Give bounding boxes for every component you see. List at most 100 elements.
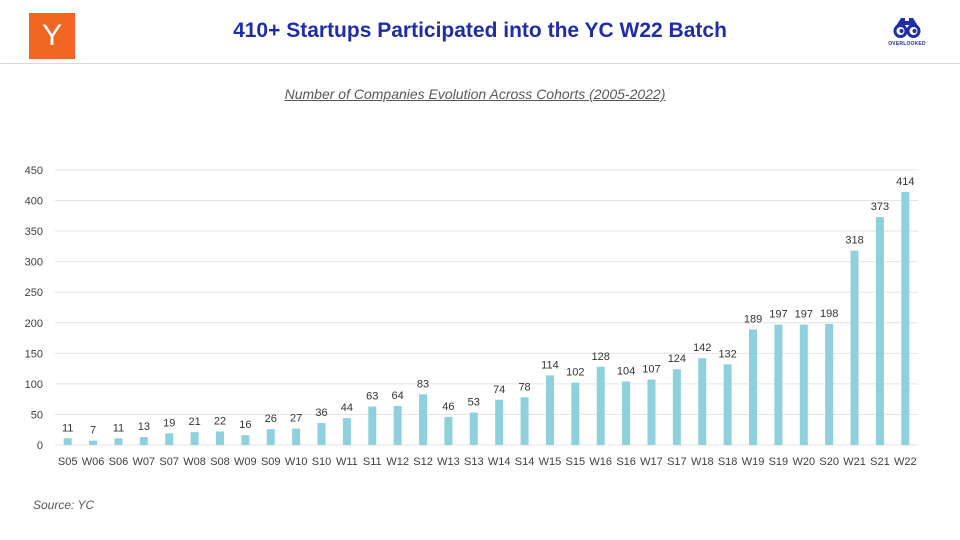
data-label: 11	[62, 422, 73, 434]
data-label: 78	[518, 381, 530, 393]
yc-logo-letter: Y	[41, 19, 62, 52]
y-tick-label: 150	[25, 348, 43, 360]
data-label: 7	[90, 425, 96, 437]
x-tick-label: S09	[261, 456, 281, 468]
x-tick-label: W18	[691, 456, 714, 468]
data-label: 107	[642, 364, 660, 376]
data-label: 373	[871, 201, 889, 213]
bar-W20	[799, 324, 808, 445]
bar-W18	[698, 358, 707, 445]
y-tick-label: 0	[37, 440, 43, 452]
x-tick-label: S19	[769, 456, 789, 468]
x-tick-label: W11	[336, 456, 358, 468]
x-tick-label: S18	[718, 456, 738, 468]
x-tick-label: W21	[843, 456, 866, 468]
data-label: 318	[845, 235, 863, 247]
x-tick-label: S08	[210, 456, 230, 468]
bar-S07	[165, 433, 174, 445]
x-tick-label: W09	[234, 456, 257, 468]
data-label: 414	[896, 176, 914, 188]
x-tick-label: S17	[667, 456, 687, 468]
bar-W08	[190, 432, 199, 445]
bar-S08	[215, 431, 224, 445]
brand-label: OVERLOOKED	[888, 41, 926, 47]
data-label: 46	[442, 401, 454, 413]
y-tick-label: 250	[25, 287, 43, 299]
data-label: 16	[239, 419, 251, 431]
data-label: 197	[769, 309, 787, 321]
x-tick-label: W20	[792, 456, 815, 468]
x-tick-label: S16	[616, 456, 636, 468]
bar-W07	[139, 437, 148, 445]
bar-W12	[393, 405, 402, 445]
data-label: 63	[366, 391, 378, 403]
data-label: 22	[214, 416, 226, 428]
data-label: 36	[315, 407, 327, 419]
data-label: 104	[617, 365, 635, 377]
data-label: 11	[113, 422, 124, 434]
bar-S20	[825, 324, 834, 445]
x-tick-label: S13	[464, 456, 484, 468]
x-tick-label: W14	[488, 456, 511, 468]
x-tick-label: W17	[640, 456, 663, 468]
data-label: 128	[592, 351, 610, 363]
x-tick-label: S06	[109, 456, 129, 468]
x-tick-label: S12	[413, 456, 433, 468]
data-label: 13	[138, 421, 150, 433]
bar-W19	[749, 329, 758, 445]
bar-S12	[419, 394, 428, 445]
data-label: 26	[265, 413, 277, 425]
data-labels: 11 7 11 13 19 21 22 16 26 27 36 44 63 64 83 46 53 74 78 114…	[62, 176, 915, 437]
bar-W21	[850, 250, 859, 445]
data-label: 74	[493, 384, 505, 396]
x-tick-label: W08	[183, 456, 206, 468]
bar-W15	[545, 375, 554, 445]
page-title: 410+ Startups Participated into the YC W…	[233, 19, 727, 42]
x-tick-label: W10	[285, 456, 308, 468]
x-tick-label: S05	[58, 456, 78, 468]
bar-S16	[622, 381, 631, 445]
data-label: 21	[188, 416, 200, 428]
bar-W22	[901, 192, 910, 445]
bar-S10	[317, 423, 326, 445]
x-tick-label: W15	[539, 456, 562, 468]
x-axis-ticks: S05 W06 S06 W07 S07 W08 S08 W09 S09 W10 S10 W11 S11 W…	[58, 456, 917, 468]
chart-title: Number of Companies Evolution Across Coh…	[284, 86, 666, 102]
bars	[63, 192, 910, 445]
bar-S15	[571, 382, 580, 445]
bar-S13	[469, 412, 478, 445]
bar-S06	[114, 438, 123, 445]
bar-S05	[63, 438, 72, 445]
x-tick-label: S07	[159, 456, 179, 468]
source-note: Source: YC	[33, 498, 95, 512]
data-label: 44	[341, 402, 353, 414]
data-label: 102	[566, 367, 584, 379]
bar-W17	[647, 379, 656, 445]
data-label: 198	[820, 308, 838, 320]
x-tick-label: S10	[312, 456, 332, 468]
y-tick-label: 200	[25, 318, 43, 330]
x-tick-label: W07	[133, 456, 156, 468]
y-tick-label: 50	[31, 409, 43, 421]
bar-W11	[342, 418, 351, 445]
bar-W10	[292, 428, 301, 445]
yc-logo: Y	[29, 13, 75, 59]
header-divider	[0, 63, 960, 64]
y-tick-label: 300	[25, 257, 43, 269]
data-label: 114	[541, 359, 559, 371]
bar-S14	[520, 397, 529, 445]
y-tick-label: 350	[25, 226, 43, 238]
data-label: 19	[163, 417, 175, 429]
bar-S19	[774, 324, 783, 445]
bar-S11	[368, 406, 377, 445]
binoculars-icon	[893, 18, 921, 38]
x-tick-label: W13	[437, 456, 460, 468]
x-tick-label: W06	[82, 456, 105, 468]
overlooked-logo: OVERLOOKED	[880, 16, 934, 50]
x-tick-label: S11	[363, 456, 382, 468]
y-tick-label: 400	[25, 196, 43, 208]
data-label: 142	[693, 342, 711, 354]
data-label: 197	[795, 309, 813, 321]
gridlines	[55, 169, 918, 446]
